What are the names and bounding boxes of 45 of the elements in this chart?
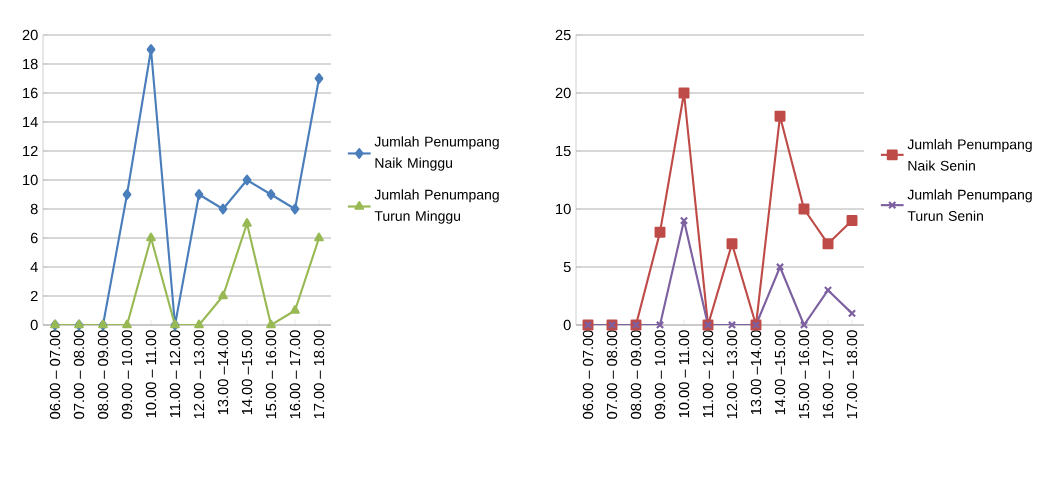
x-tick-label: 10.00 – 11.00 [145,330,157,418]
x-tick-label: 12.00 – 13.00 [193,330,205,419]
y-tick-label: 18 [23,58,38,70]
x-tick-label: 08.00 – 09.00 [630,330,642,419]
legend-label: Jumlah Penumpang Naik Senin [907,139,1032,171]
y-tick-label: 10 [23,174,38,186]
y-tick-label: 2 [30,290,38,302]
y-tick-label: 16 [23,87,38,99]
x-tick-label: 14.00 –15.00 [774,330,786,415]
legend-label: Jumlah Penumpang Turun Minggu [374,189,499,224]
y-tick-label: 25 [555,29,571,41]
y-tick-label: 8 [30,203,38,215]
y-tick-label: 10 [556,203,571,215]
y-tick-label: 5 [563,261,571,273]
y-tick-label: 15 [556,145,571,157]
x-tick-label: 06.00 – 07.00 [582,330,594,419]
y-tick-label: 12 [23,145,38,157]
legend-label: Jumlah Penumpang Turun Senin [907,189,1032,221]
x-tick-label: 11.00 – 12.00 [702,330,714,418]
x-tick-label: 08.00 – 09.00 [97,330,109,419]
y-tick-label: 4 [30,261,38,273]
x-tick-label: 14.00 –15.00 [241,330,253,415]
legend-label: Jumlah Penumpang Naik Minggu [374,136,499,171]
x-tick-label: 17.00 – 18.00 [846,330,858,419]
x-tick-label: 10.00 – 11.00 [678,330,690,418]
x-tick-label: 15.00 – 16.00 [798,330,810,419]
x-tick-label: 17.00 – 18.00 [313,330,325,419]
y-tick-label: 20 [555,87,571,99]
y-tick-label: 20 [22,29,38,41]
x-tick-label: 16.00 – 17.00 [822,330,834,419]
y-tick-label: 14 [23,116,38,128]
x-tick-label: 07.00 – 08.00 [606,330,618,419]
x-tick-label: 12.00 – 13.00 [726,330,738,419]
x-tick-label: 09.00 – 10.00 [654,330,666,419]
x-tick-label: 15.00 – 16.00 [265,330,277,419]
x-tick-label: 11.00 – 12.00 [169,330,181,418]
y-tick-label: 0 [563,319,571,331]
x-tick-label: 09.00 – 10.00 [121,330,133,419]
x-tick-label: 07.00 – 08.00 [73,330,85,419]
x-tick-label: 06.00 – 07.00 [49,330,61,419]
y-tick-label: 6 [30,232,38,244]
x-tick-label: 16.00 – 17.00 [289,330,301,419]
y-tick-label: 0 [30,319,38,331]
x-tick-label: 13.00 –14.00 [217,330,229,415]
x-tick-label: 13.00 –14.00 [750,330,762,415]
